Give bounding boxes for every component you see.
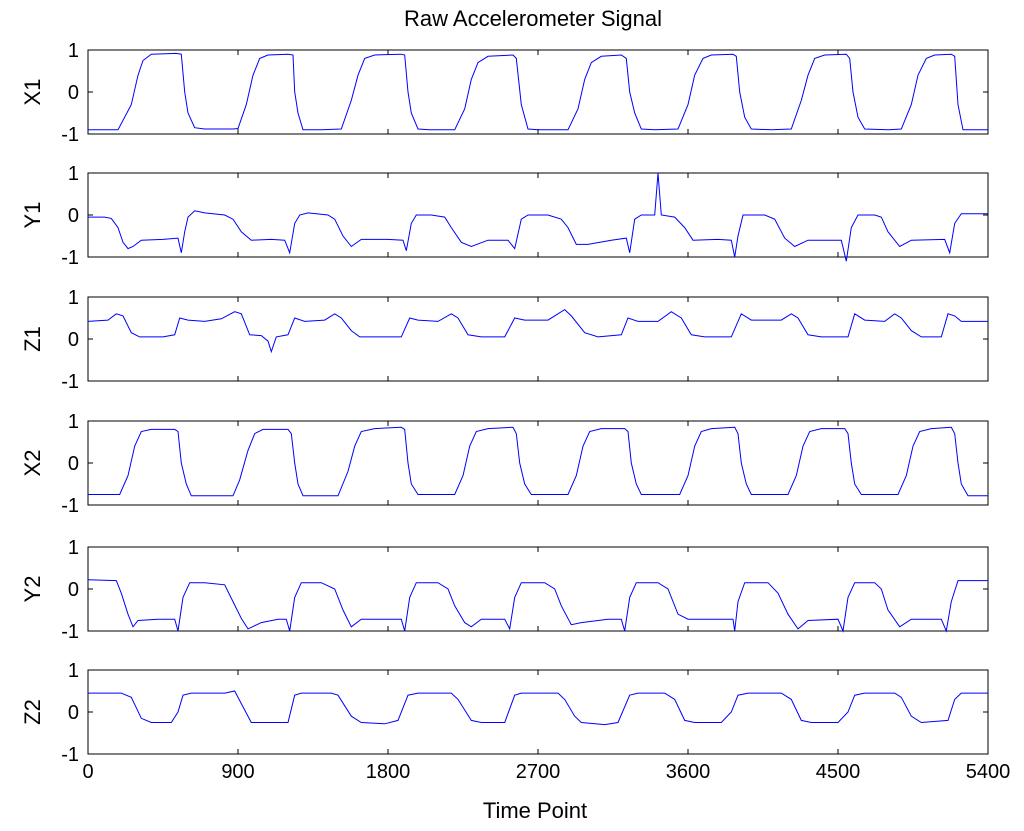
y-tick-label: 1 bbox=[68, 40, 79, 62]
panel-frame bbox=[87, 49, 989, 135]
x-tick-label: 900 bbox=[221, 761, 254, 783]
y-tick-label: -1 bbox=[61, 371, 79, 393]
panel-frame bbox=[87, 546, 989, 632]
x-tick-label: 5400 bbox=[966, 761, 1011, 783]
panel-x1: 1 0 -1 X1 bbox=[20, 40, 989, 146]
y-tick-label: -1 bbox=[61, 495, 79, 517]
y-tick-label: 0 bbox=[68, 579, 79, 601]
y-axis-label: Z2 bbox=[20, 699, 45, 725]
panel-frame bbox=[87, 420, 989, 506]
y-tick-label: 1 bbox=[68, 411, 79, 433]
series-line bbox=[87, 579, 988, 633]
panel-x2: 1 0 -1 X2 bbox=[20, 411, 989, 517]
x-tick-label: 1800 bbox=[366, 761, 411, 783]
x-tick-label: 4500 bbox=[816, 761, 861, 783]
y-tick-label: -1 bbox=[61, 744, 79, 766]
y-tick-label: -1 bbox=[61, 247, 79, 269]
panel-y1: 1 0 -1 Y1 bbox=[20, 163, 989, 269]
y-axis-label: X2 bbox=[20, 450, 45, 477]
x-axis: 0 900 1800 2700 3600 4500 5400 bbox=[82, 761, 1010, 783]
y-tick-label: 0 bbox=[68, 453, 79, 475]
x-axis-label: Time Point bbox=[483, 798, 587, 823]
y-axis-label: Y1 bbox=[20, 202, 45, 229]
y-tick-label: 0 bbox=[68, 82, 79, 104]
y-tick-label: -1 bbox=[61, 621, 79, 643]
y-tick-label: 1 bbox=[68, 287, 79, 309]
chart-panels: 1 0 -1 X1 1 0 -1 Y1 1 0 -1 Z1 1 0 -1 X2 1 0 -1 Y2 1 0 -1 Z2 bbox=[20, 40, 989, 766]
y-tick-label: 1 bbox=[68, 537, 79, 559]
series-line bbox=[88, 172, 988, 262]
series-line bbox=[88, 690, 988, 726]
y-tick-label: 0 bbox=[68, 702, 79, 724]
y-tick-label: 1 bbox=[68, 660, 79, 682]
y-tick-label: 1 bbox=[68, 163, 79, 185]
x-tick-label: 3600 bbox=[666, 761, 711, 783]
series-line bbox=[87, 308, 988, 354]
y-tick-label: -1 bbox=[61, 124, 79, 146]
x-tick-label: 2700 bbox=[516, 761, 561, 783]
y-tick-label: 0 bbox=[68, 205, 79, 227]
series-line bbox=[88, 426, 988, 497]
panel-z2: 1 0 -1 Z2 bbox=[20, 660, 989, 766]
y-axis-label: Z1 bbox=[20, 326, 45, 352]
chart-title: Raw Accelerometer Signal bbox=[404, 6, 662, 31]
panel-z1: 1 0 -1 Z1 bbox=[20, 287, 989, 393]
y-tick-label: 0 bbox=[68, 329, 79, 351]
panel-frame bbox=[87, 296, 989, 382]
panel-y2: 1 0 -1 Y2 bbox=[20, 537, 989, 643]
y-axis-label: X1 bbox=[20, 79, 45, 106]
y-axis-label: Y2 bbox=[20, 576, 45, 603]
x-tick-label: 0 bbox=[82, 761, 93, 783]
series-line bbox=[88, 52, 988, 131]
panel-frame bbox=[87, 669, 989, 755]
